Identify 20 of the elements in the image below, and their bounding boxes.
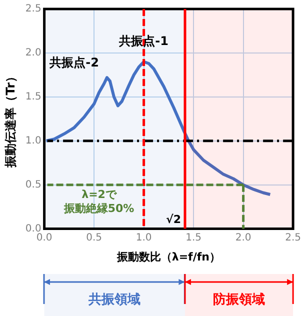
band-label: 共振領域: [88, 292, 141, 308]
x-tick-label: 2.0: [235, 232, 252, 244]
x-tick-label: 1.5: [186, 232, 202, 244]
y-tick-label: 1.5: [25, 92, 42, 103]
y-axis-title: 振動伝達率（Tr）: [3, 70, 18, 168]
annotation: 共振点-2: [48, 56, 99, 70]
x-tick-label: 0.5: [86, 232, 102, 244]
x-tick-label: 1.0: [136, 232, 152, 244]
y-tick-label: 2.0: [25, 48, 42, 59]
y-tick-label: 0.0: [25, 223, 42, 234]
y-tick-label: 1.0: [25, 135, 42, 146]
x-axis-title: 振動数比（λ=f/fn）: [116, 250, 220, 264]
ref-line-label: λ=2で振動絶縁50%: [62, 188, 134, 216]
x-tick-label: 0.0: [36, 232, 52, 244]
band-label: 防振領域: [213, 291, 266, 308]
ref-line-label: √2: [166, 213, 181, 226]
y-tick-label: 2.5: [25, 4, 42, 15]
y-tick-label: 0.5: [25, 179, 42, 190]
x-tick-label: 2.5: [285, 232, 301, 244]
annotation: 共振点-1: [118, 34, 168, 48]
